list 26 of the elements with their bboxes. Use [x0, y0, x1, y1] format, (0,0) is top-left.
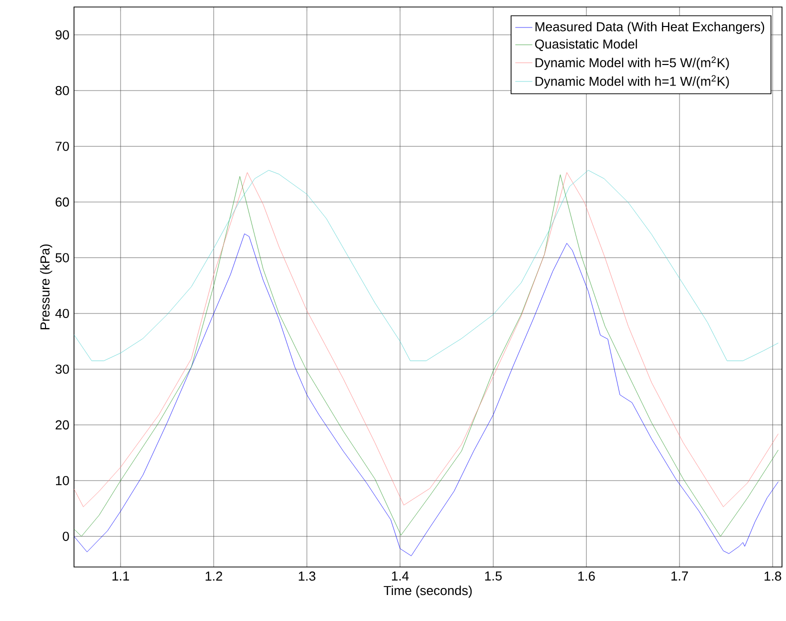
y-tick-label: 70 — [56, 142, 69, 151]
y-tick-label: 30 — [56, 364, 69, 374]
legend-label: Dynamic Model with h=5 W/(m$^{2}$K) — [536, 56, 729, 70]
x-tick-label: 1.2 — [206, 572, 222, 581]
y-tick-label: 40 — [55, 308, 69, 318]
y-axis-title: Pressure (kPa) — [40, 244, 52, 330]
line-series — [74, 234, 778, 556]
x-tick-label: 1.6 — [578, 572, 595, 581]
x-axis-title: Time (seconds) — [384, 586, 472, 598]
legend-label: Quasistatic Model — [535, 39, 637, 52]
y-tick-label: 60 — [56, 197, 69, 207]
x-tick-label: 1.3 — [298, 572, 316, 581]
y-tick-label: 20 — [56, 420, 69, 430]
x-tick-label: 1.7 — [671, 572, 688, 580]
y-tick-label: 0 — [62, 532, 69, 541]
y-tick-label: 10 — [56, 476, 69, 486]
line-series — [74, 170, 778, 362]
x-tick-label: 1.8 — [764, 572, 782, 581]
x-tick-label: 1.4 — [392, 572, 409, 580]
legend-label: Measured Data (With Heat Exchangers) — [536, 22, 764, 34]
legend-label: Dynamic Model with h=1 W/(m$^{2}$K) — [536, 75, 729, 89]
y-tick-label: 50 — [56, 253, 69, 262]
y-tick-label: 80 — [56, 86, 69, 96]
x-tick-label: 1.5 — [485, 572, 502, 581]
x-tick-label: 1.1 — [112, 572, 129, 580]
y-tick-label: 90 — [56, 30, 69, 40]
